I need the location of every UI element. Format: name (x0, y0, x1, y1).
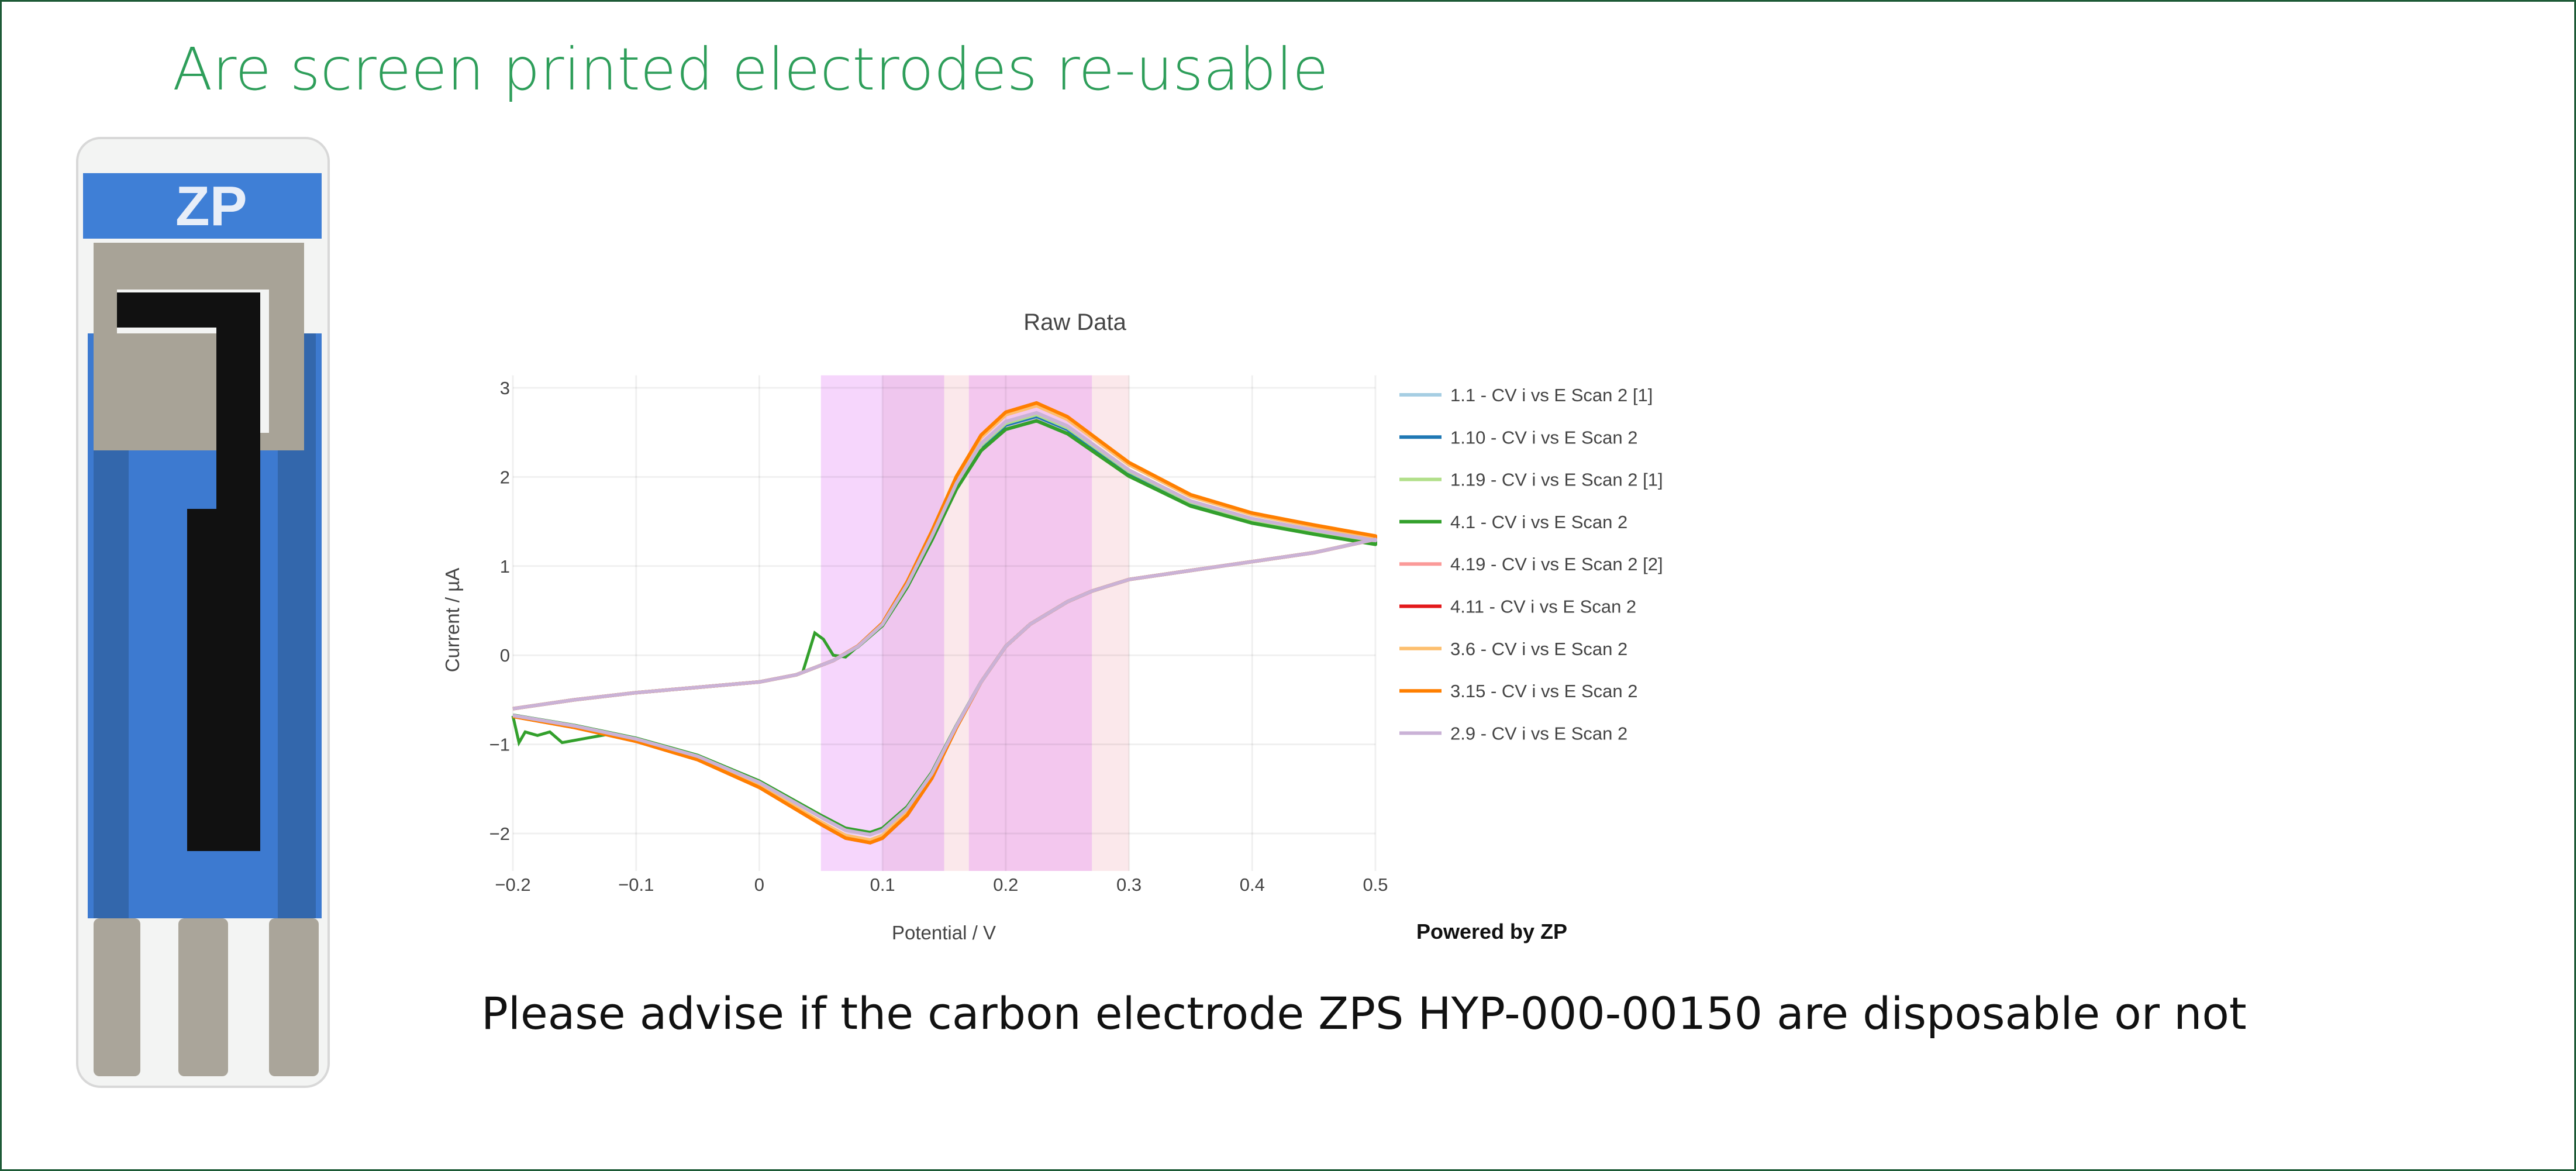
legend-label: 4.1 - CV i vs E Scan 2 (1450, 512, 1627, 532)
x-tick-label: 0 (754, 874, 764, 895)
chart-title: Raw Data (1023, 309, 1126, 335)
legend-label: 3.15 - CV i vs E Scan 2 (1450, 681, 1637, 701)
y-tick-label: 1 (500, 556, 510, 577)
y-tick-label: 0 (500, 645, 510, 666)
y-axis-label: Current / µA (442, 568, 463, 673)
powered-by-label: Powered by ZP (1416, 919, 1568, 943)
electrode-logo: ZP (175, 175, 247, 237)
legend-label: 2.9 - CV i vs E Scan 2 (1450, 723, 1627, 743)
series-artifact (511, 715, 612, 747)
tick-labels: −0.2 −0.1 0 0.1 0.2 0.3 0.4 0.5 3 2 1 0 −1 −2 (489, 378, 1388, 895)
legend-label: 1.19 - CV i vs E Scan 2 [1] (1450, 470, 1663, 490)
slide-caption: Please advise if the carbon electrode ZP… (481, 987, 2247, 1039)
legend-label: 1.1 - CV i vs E Scan 2 [1] (1450, 385, 1653, 405)
x-tick-label: 0.3 (1116, 874, 1142, 895)
legend-item[interactable]: 4.11 - CV i vs E Scan 2 (1399, 597, 1636, 617)
legend-item[interactable]: 1.1 - CV i vs E Scan 2 [1] (1399, 385, 1653, 405)
legend-item[interactable]: 3.6 - CV i vs E Scan 2 (1399, 639, 1627, 659)
electrode-image: ZP (76, 137, 330, 1088)
x-axis-label: Potential / V (892, 922, 996, 943)
legend-label: 3.6 - CV i vs E Scan 2 (1450, 639, 1627, 659)
x-tick-label: 0.2 (993, 874, 1018, 895)
y-tick-label: −1 (489, 735, 510, 755)
x-tick-label: 0.1 (870, 874, 895, 895)
legend: 1.1 - CV i vs E Scan 2 [1] 1.10 - CV i vs… (1399, 385, 1663, 743)
cv-chart: −0.2 −0.1 0 0.1 0.2 0.3 0.4 0.5 3 2 1 0 −1 −2 Raw Dat… (442, 309, 1663, 943)
series-lines (511, 401, 1377, 845)
legend-label: 4.19 - CV i vs E Scan 2 [2] (1450, 554, 1663, 574)
legend-label: 1.10 - CV i vs E Scan 2 (1450, 427, 1637, 447)
y-tick-label: 2 (500, 467, 510, 487)
legend-item[interactable]: 1.10 - CV i vs E Scan 2 (1399, 427, 1637, 447)
y-tick-label: 3 (500, 378, 510, 398)
shaded-region (944, 375, 969, 872)
x-tick-label: −0.1 (618, 874, 654, 895)
slide-title: Are screen printed electrodes re-usable (173, 35, 1329, 104)
series-line (512, 411, 1377, 836)
legend-item[interactable]: 1.19 - CV i vs E Scan 2 [1] (1399, 470, 1663, 490)
legend-item[interactable]: 2.9 - CV i vs E Scan 2 (1399, 723, 1627, 743)
legend-item[interactable]: 4.1 - CV i vs E Scan 2 (1399, 512, 1627, 532)
x-tick-label: 0.4 (1240, 874, 1265, 895)
shaded-region (882, 375, 944, 872)
legend-label: 4.11 - CV i vs E Scan 2 (1450, 597, 1636, 617)
legend-item[interactable]: 4.19 - CV i vs E Scan 2 [2] (1399, 554, 1663, 574)
series-artifact (801, 631, 859, 674)
x-tick-label: 0.5 (1363, 874, 1388, 895)
legend-item[interactable]: 3.15 - CV i vs E Scan 2 (1399, 681, 1637, 701)
x-tick-label: −0.2 (495, 874, 530, 895)
y-tick-label: −2 (489, 824, 510, 844)
